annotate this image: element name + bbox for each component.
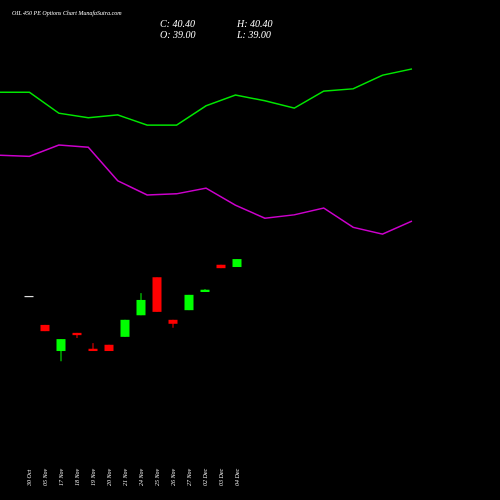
candle-body [184,294,194,311]
x-tick-label: 24 Nov [138,468,145,486]
x-tick-label: 30 Oct [27,470,33,487]
x-tick-label: 19 Nov [91,468,97,486]
header-close: C: 40.40 [160,19,195,30]
candle-body [56,339,66,352]
candle-body [168,319,178,324]
candle-body [152,277,162,312]
candle-body [72,332,82,336]
x-tick-label: 02 Dec [203,469,209,486]
candle-body [88,348,98,352]
candle-body [200,289,210,292]
x-tick-label: 27 Nov [187,468,193,486]
x-tick-label: 18 Nov [75,468,81,486]
x-tick-label: 17 Nov [59,468,65,486]
x-tick-label: 04 Dec [234,469,241,486]
x-tick-label: 25 Nov [155,468,161,486]
x-tick-label: 21 Nov [123,468,129,486]
x-tick-label: 20 Nov [107,468,113,486]
average-line [0,144,413,235]
header-low: L: 39.00 [236,30,271,41]
candle-body [120,319,130,337]
header-open: O: 39.00 [160,30,196,41]
candle-body [104,344,114,352]
candle-body [40,324,50,332]
candle-body [136,299,146,316]
x-tick-label: 05 Nov [43,468,49,486]
chart-title: OIL 450 PE Options Chart MunafaSutra.com [12,10,122,17]
candle-body [24,295,34,298]
candle-body [232,259,242,268]
average-line [0,68,413,126]
candle-body [216,264,226,269]
header-high: H: 40.40 [236,19,273,30]
x-tick-label: 26 Nov [171,468,177,486]
x-tick-label: 03 Dec [219,469,225,486]
